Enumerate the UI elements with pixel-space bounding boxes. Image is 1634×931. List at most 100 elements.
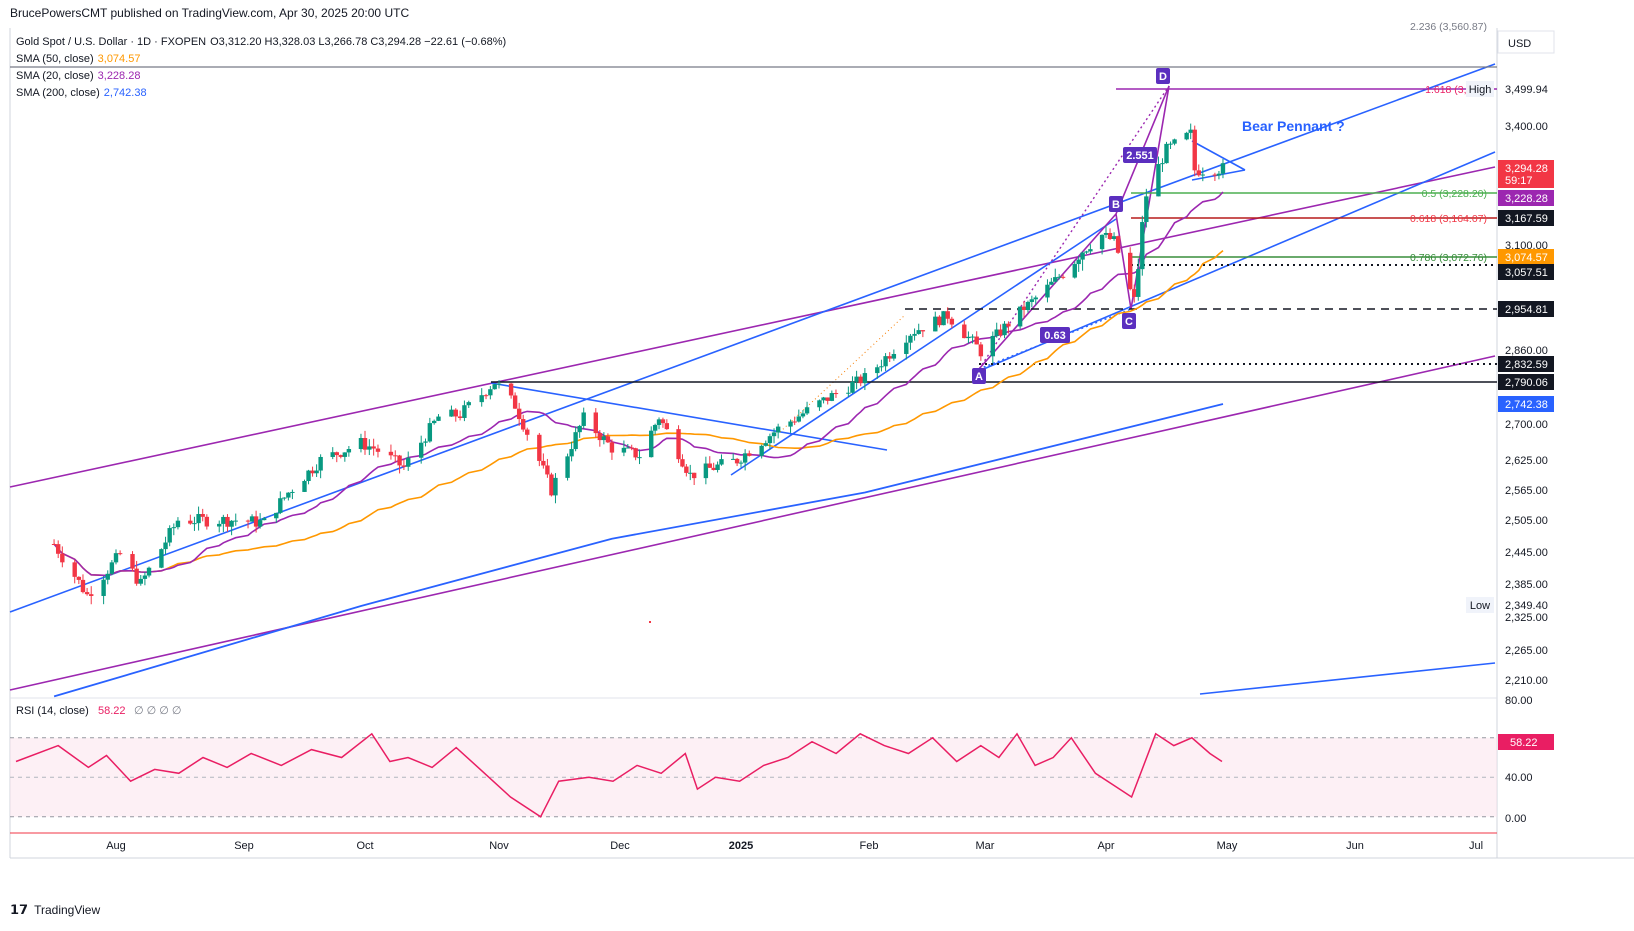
candle-body	[994, 329, 999, 336]
candle-body	[656, 419, 662, 425]
candle-body	[581, 412, 586, 426]
candle-body	[1200, 174, 1205, 176]
candle-body	[817, 400, 822, 408]
candle-body	[60, 553, 65, 563]
candle-body	[629, 447, 634, 449]
footer: 𝟭𝟳 TradingView	[10, 902, 100, 918]
candle-body	[274, 512, 279, 519]
candle-body	[84, 592, 90, 595]
sma50-label[interactable]: SMA (50, close)	[16, 53, 94, 65]
price-tag-bg	[1498, 160, 1554, 188]
candle-body	[286, 492, 291, 498]
candle-body	[375, 448, 381, 452]
candle-body	[367, 446, 372, 450]
high-tag-bg	[1466, 81, 1494, 97]
candle-body	[949, 318, 955, 325]
candle-body	[688, 472, 693, 474]
rsi-tick: 0.00	[1505, 813, 1526, 825]
candle-body	[676, 429, 681, 460]
price-tag-bg	[1498, 190, 1554, 206]
point-d-bg	[1156, 68, 1170, 84]
ratio-ac: 0.63	[1044, 330, 1065, 342]
candle-body	[1072, 264, 1077, 278]
fib-levels: 2.236 (3,560.87)1.618 (3,498.0.5 (3,228.…	[10, 21, 1497, 383]
candle-body	[833, 393, 839, 395]
candle-body	[775, 426, 781, 433]
candle-body	[771, 432, 777, 437]
sma20-label[interactable]: SMA (20, close)	[16, 70, 94, 82]
candle-body	[800, 413, 806, 417]
time-tick: Jun	[1346, 840, 1364, 852]
candle-body	[1029, 299, 1035, 302]
rsi-line	[15, 732, 1223, 818]
candle-body	[134, 568, 139, 584]
currency-label: USD	[1508, 38, 1531, 50]
candle-body	[825, 397, 830, 401]
candle-body	[249, 516, 255, 522]
candle-body	[310, 470, 315, 474]
candle-body	[217, 523, 222, 527]
price-label: 3,074.57	[1505, 252, 1548, 264]
candle-body	[974, 336, 979, 345]
candle-body	[664, 423, 670, 430]
rsi-pane: RSI (14, close) 58.22 ∅ ∅ ∅ ∅ 80.00 40.00 0.0…	[10, 695, 1554, 825]
candle-body	[883, 356, 888, 367]
candle-body	[257, 520, 263, 527]
candle-body	[1164, 143, 1169, 164]
candle-body	[1128, 252, 1133, 290]
candle-body	[138, 578, 143, 584]
price-label: 2,265.00	[1505, 645, 1548, 657]
price-label: 3,228.28	[1505, 193, 1548, 205]
candle-body	[621, 447, 627, 453]
candle-body	[1033, 297, 1038, 300]
lower-channel-purple	[9, 355, 1496, 691]
fib-label: 0.5 (3,228.20)	[1422, 188, 1487, 200]
candle-body	[55, 544, 61, 554]
candle-body	[113, 553, 119, 563]
candle-body	[912, 333, 917, 336]
candle-body	[1017, 306, 1023, 327]
candle-body	[1172, 139, 1177, 144]
brand-name: TradingView	[34, 903, 101, 917]
candle-body	[796, 416, 802, 422]
candle-body	[423, 441, 428, 443]
candle-body	[569, 449, 574, 457]
ohlc-values: O3,312.20 H3,328.03 L3,266.78 C3,294.28 …	[210, 36, 507, 48]
candle-body	[846, 392, 851, 394]
candle-body	[609, 442, 615, 453]
price-tag-bg	[1498, 301, 1554, 317]
candle-body	[652, 424, 658, 431]
candle-body	[101, 579, 106, 596]
ratio-bd: 2.551	[1126, 150, 1154, 162]
sma200-label[interactable]: SMA (200, close)	[16, 87, 100, 99]
candle-body	[763, 443, 768, 446]
time-tick: May	[1217, 840, 1238, 852]
candle-body	[660, 419, 666, 424]
price-tag-bg	[1498, 396, 1554, 412]
candle-body	[105, 573, 110, 580]
point-b-bg	[1109, 196, 1123, 212]
candle-body	[1025, 301, 1031, 310]
candle-body	[109, 562, 115, 574]
abcd-bc-leg	[1115, 213, 1132, 310]
candle-body	[225, 516, 230, 527]
ratio-bd-bg	[1123, 147, 1157, 163]
point-c: C	[1125, 316, 1133, 328]
candle-body	[1103, 232, 1109, 235]
candle-body	[290, 491, 295, 493]
price-label: 2,700.00	[1505, 419, 1548, 431]
candle-body	[933, 316, 938, 332]
candle-body	[941, 311, 946, 326]
fib-label: 0.618 (3,164.07)	[1410, 213, 1487, 225]
candle-body	[406, 457, 411, 467]
sma200-extension	[1199, 662, 1496, 695]
candle-body	[278, 498, 283, 513]
candle-body	[457, 416, 463, 418]
ratio-ac-bg	[1040, 327, 1070, 343]
candle-body	[302, 481, 307, 492]
candle-body	[597, 433, 603, 441]
candle-body	[549, 474, 554, 496]
candle-body	[338, 455, 343, 457]
